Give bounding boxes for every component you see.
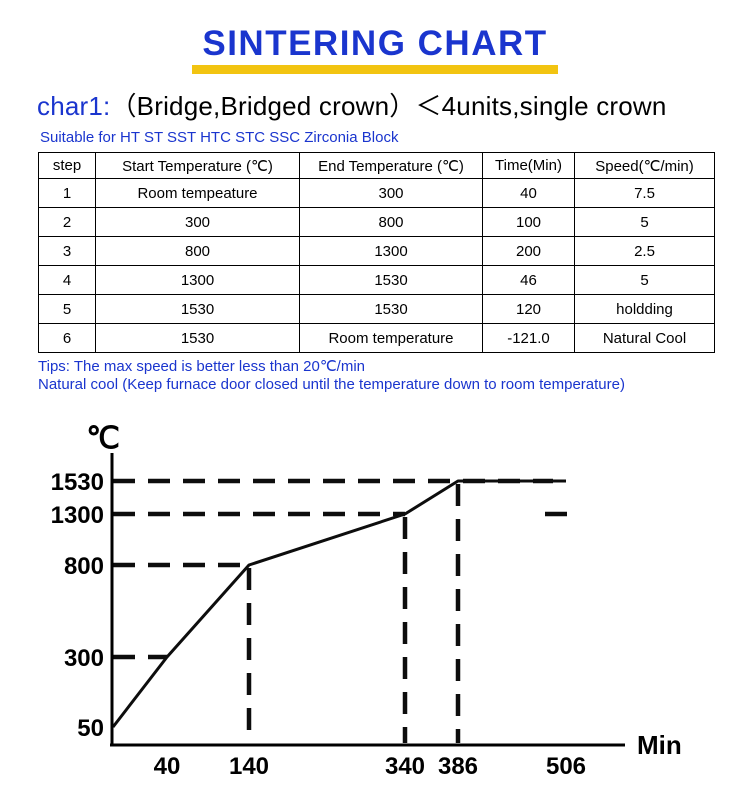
- y-tick-label: 800: [64, 553, 104, 580]
- table-row: 2 300 800 100 5: [38, 207, 715, 237]
- table-cell: 800: [95, 236, 300, 266]
- table-body: 1 Room tempeature 300 40 7.5 2 300 800 100 5 3 800 1…: [38, 178, 715, 353]
- tips-line-1: Tips: The max speed is better less than …: [38, 358, 365, 375]
- table-cell: Room tempeature: [95, 178, 300, 208]
- y-tick-label: 1530: [51, 469, 104, 496]
- page-title: SINTERING CHART: [202, 24, 548, 63]
- table-head: step Start Temperature (℃) End Temperature…: [38, 152, 715, 179]
- y-tick-labels: 50 300 800 1300 1530: [51, 469, 104, 742]
- table-cell: Natural Cool: [574, 323, 715, 353]
- y-tick-label: 300: [64, 645, 104, 672]
- x-tick-label: 40: [154, 753, 181, 780]
- x-tick-label: 386: [438, 753, 478, 780]
- table-cell: 5: [574, 265, 715, 295]
- table-cell: 3: [38, 236, 96, 266]
- page-header: SINTERING CHART: [0, 24, 750, 74]
- table-cell: 2.5: [574, 236, 715, 266]
- table-cell: Room temperature: [299, 323, 483, 353]
- table-cell: 1300: [299, 236, 483, 266]
- table-cell: 1530: [299, 294, 483, 324]
- table-header-cell: Start Temperature (℃): [95, 152, 300, 179]
- table-header-cell: step: [38, 152, 96, 179]
- subtitle-prefix: char1:: [37, 91, 111, 121]
- table-header-cell: End Temperature (℃): [299, 152, 483, 179]
- x-tick-label: 340: [385, 753, 425, 780]
- x-axis-label: Min: [637, 730, 682, 760]
- table-cell: 1530: [95, 294, 300, 324]
- sintering-table: step Start Temperature (℃) End Temperature…: [38, 152, 715, 353]
- table-cell: -121.0: [482, 323, 575, 353]
- table-cell: 800: [299, 207, 483, 237]
- table-cell: 100: [482, 207, 575, 237]
- x-tick-label: 506: [546, 753, 586, 780]
- table-row: 3 800 1300 200 2.5: [38, 236, 715, 266]
- table-cell: 5: [574, 207, 715, 237]
- tips-line-2: Natural cool (Keep furnace door closed u…: [38, 376, 625, 393]
- table-cell: 200: [482, 236, 575, 266]
- table-cell: 1530: [299, 265, 483, 295]
- table-header-cell: Speed(℃/min): [574, 152, 715, 179]
- table-cell: 2: [38, 207, 96, 237]
- y-tick-label: 50: [77, 715, 104, 742]
- table-cell: 7.5: [574, 178, 715, 208]
- table-cell: 6: [38, 323, 96, 353]
- table-row: 4 1300 1530 46 5: [38, 265, 715, 295]
- table-cell: 300: [95, 207, 300, 237]
- table-cell: 300: [299, 178, 483, 208]
- table-header-row: step Start Temperature (℃) End Temperature…: [38, 152, 715, 179]
- y-tick-label: 1300: [51, 502, 104, 529]
- table-cell: 46: [482, 265, 575, 295]
- subtitle-text: （Bridge,Bridged crown）＜4units,single cro…: [110, 91, 667, 121]
- table-row: 5 1530 1530 120 holdding: [38, 294, 715, 324]
- table-cell: 120: [482, 294, 575, 324]
- table-cell: 1: [38, 178, 96, 208]
- table-row: 6 1530 Room temperature -121.0 Natural Cool: [38, 323, 715, 353]
- table-cell: 5: [38, 294, 96, 324]
- x-tick-labels: 40 140 340 386 506: [154, 753, 586, 780]
- title-underline-bar: [192, 64, 558, 74]
- x-tick-label: 140: [229, 753, 269, 780]
- suitable-blocks-note: Suitable for HT ST SST HTC STC SSC Zirco…: [40, 129, 399, 146]
- table-cell: 4: [38, 265, 96, 295]
- table-row: 1 Room tempeature 300 40 7.5: [38, 178, 715, 208]
- y-axis-label: ℃: [86, 422, 120, 455]
- sintering-line-chart: ℃ Min 50 300 800 1300 1530 40 140 340 386 506: [51, 422, 682, 780]
- table-cell: 1530: [95, 323, 300, 353]
- chart-subtitle: char1:（Bridge,Bridged crown）＜4units,sing…: [37, 86, 667, 123]
- temperature-profile-line: [111, 479, 566, 728]
- table-cell: 1300: [95, 265, 300, 295]
- table-cell: holdding: [574, 294, 715, 324]
- table-header-cell: Time(Min): [482, 152, 575, 179]
- table-cell: 40: [482, 178, 575, 208]
